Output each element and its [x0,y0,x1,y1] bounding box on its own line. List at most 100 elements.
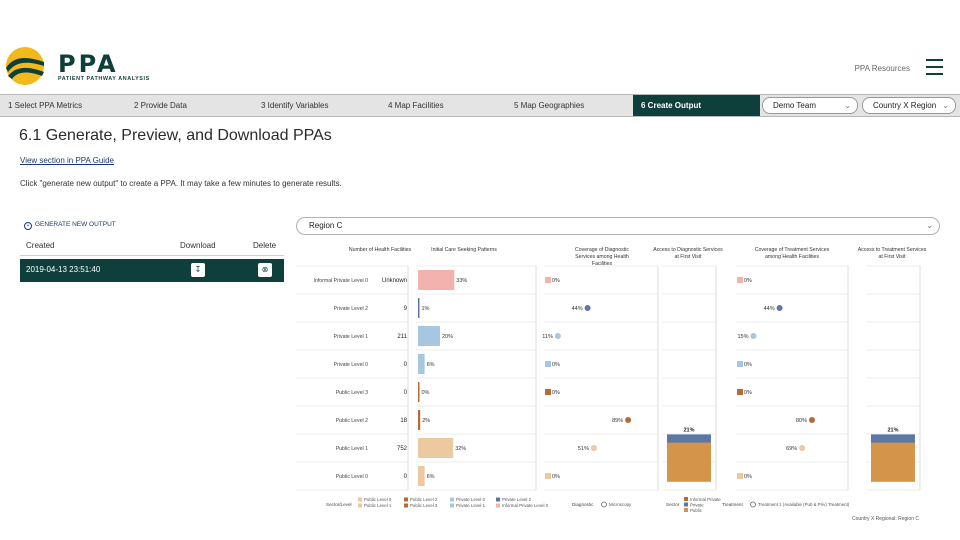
column-header: Services among Health [575,254,629,260]
column-header: Access to Treatment Services [858,247,927,253]
facility-count: 0 [404,390,408,396]
legend-swatch [684,497,688,501]
treatment-coverage-marker [737,361,743,367]
workflow-steps-bar: 1 Select PPA Metrics 2 Provide Data 3 Id… [0,94,960,117]
column-header: at First Visit [675,254,703,260]
legend-item: Public Level 2 [410,497,438,502]
team-select[interactable]: Demo Team ⌄ [762,97,858,114]
legend-swatch [601,501,607,508]
treatment-coverage-marker [737,277,743,283]
table-row[interactable]: 2019-04-13 23:51:40 ↧ ⊗ [20,259,284,282]
care-seeking-bar [418,410,421,430]
step-create-output[interactable]: 6 Create Output [633,95,760,116]
step-map-facilities[interactable]: 4 Map Facilities [388,101,444,110]
legend-item: Public [690,508,703,513]
ppa-logo[interactable]: PPA PATIENT PATHWAY ANALYSIS [4,46,149,90]
legend-item: Private Level 2 [502,497,532,502]
diagnostic-coverage-label: 51% [578,446,589,452]
facility-count: 752 [397,446,408,452]
column-created: Created [26,241,55,250]
team-select-value: Demo Team [773,101,816,110]
treatment-coverage-marker [737,473,743,479]
row-label: Public Level 3 [336,390,368,396]
facility-count: 9 [404,306,408,312]
logo-wordmark: PPA [58,50,119,78]
chevron-down-icon: ⌄ [942,101,949,110]
column-header: Coverage of Treatment Services [755,247,830,253]
page-title: 6.1 Generate, Preview, and Download PPAs [19,127,332,144]
row-label: Public Level 1 [336,446,368,452]
menu-icon[interactable] [926,59,943,75]
legend-swatch [450,503,454,508]
care-seeking-bar [418,354,425,374]
diagnostic-coverage-label: 0% [552,278,560,284]
download-icon[interactable]: ↧ [191,263,205,277]
region-select[interactable]: Region C ⌄ [296,217,940,235]
access-treatment-public [871,435,915,482]
legend-item: Microscopy [609,502,632,507]
legend-item: Private Level 1 [456,503,486,508]
treatment-coverage-label: 0% [744,474,752,480]
diagnostic-coverage-marker [545,473,551,479]
treatment-coverage-marker [799,445,806,451]
care-seeking-bar [418,466,425,486]
country-select[interactable]: Country X Region ⌄ [862,97,956,114]
facility-count: 0 [404,362,408,368]
diagnostic-coverage-marker [625,417,632,423]
facility-count: Unknown [382,278,407,284]
legend-swatch [404,503,408,508]
care-seeking-bar [418,298,420,318]
delete-icon[interactable]: ⊗ [258,263,272,277]
step-identify-variables[interactable]: 3 Identify Variables [261,101,329,110]
legend-title: Diagnostic [572,502,594,507]
diagnostic-coverage-label: 44% [572,306,583,312]
legend-swatch [450,497,454,502]
care-seeking-label: 0% [422,390,430,396]
diagnostic-coverage-marker [554,333,561,339]
ppa-resources-link[interactable]: PPA Resources [854,64,910,73]
legend-swatch [684,502,688,507]
care-seeking-bar [418,326,440,346]
legend-swatch [684,508,688,512]
legend-swatch [750,501,756,508]
step-map-geographies[interactable]: 5 Map Geographies [514,101,585,110]
column-header: Coverage of Diagnostic [575,247,629,253]
legend-item: Public Level 1 [364,503,392,508]
facility-count: 211 [397,334,407,340]
step-provide-data[interactable]: 2 Provide Data [134,101,187,110]
legend-item: Informal Private Level 0 [502,503,549,508]
chart-footnote: Country X Regional: Region C [852,516,919,522]
step-select-metrics[interactable]: 1 Select PPA Metrics [8,101,83,110]
diagnostic-coverage-marker [545,277,551,283]
logo-subtitle: PATIENT PATHWAY ANALYSIS [58,76,150,82]
column-delete: Delete [253,241,277,250]
legend-swatch [496,497,500,502]
column-header: Access to Diagnostic Services [653,247,723,253]
treatment-coverage-marker [809,417,815,423]
treatment-coverage-marker [750,333,757,339]
row-label: Informal Private Level 0 [314,278,369,284]
output-created-timestamp: 2019-04-13 23:51:40 [26,265,101,274]
legend-swatch [404,497,408,502]
treatment-coverage-label: 80% [796,418,807,424]
ppa-guide-link[interactable]: View section in PPA Guide [20,156,114,165]
row-label: Private Level 0 [334,362,368,368]
ppa-logo-icon [6,47,44,85]
generate-new-output-label: GENERATE NEW OUTPUT [35,221,116,228]
treatment-coverage-label: 0% [744,278,752,284]
access-diagnostic-label: 21% [683,427,694,433]
legend-item: Private Level 0 [456,497,486,502]
access-diagnostic-private [667,434,711,443]
legend-swatch [496,503,500,508]
access-treatment-label: 21% [887,427,898,433]
row-label: Private Level 1 [334,334,368,340]
facility-count: 18 [400,418,407,424]
care-seeking-bar [418,438,454,458]
row-label: Public Level 2 [336,418,368,424]
treatment-coverage-label: 0% [744,390,752,396]
generate-new-output-button[interactable]: + GENERATE NEW OUTPUT [24,221,116,230]
care-seeking-label: 33% [456,278,467,284]
diagnostic-coverage-label: 0% [552,474,560,480]
care-seeking-label: 6% [427,474,435,480]
